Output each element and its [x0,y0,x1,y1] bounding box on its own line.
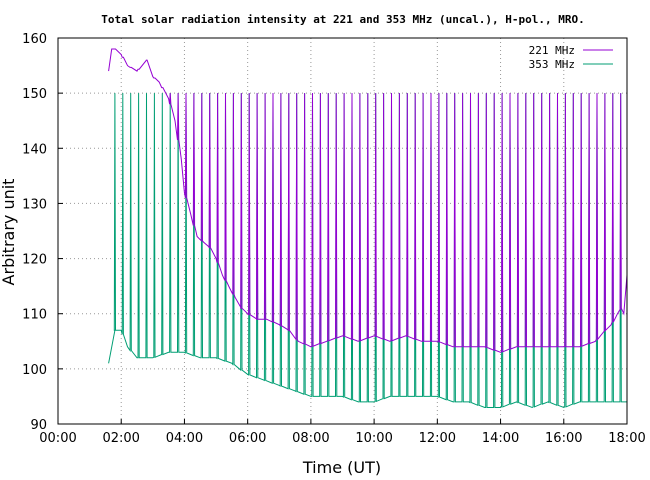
y-tick-label: 140 [22,142,47,157]
x-tick-label: 06:00 [229,431,266,446]
x-tick-label: 16:00 [545,431,582,446]
y-tick-label: 90 [30,418,47,433]
legend: 221 MHz 353 MHz [529,44,613,71]
series-line-221 [108,48,628,353]
chart-title: Total solar radiation intensity at 221 a… [101,13,584,26]
x-tick-label: 12:00 [419,431,456,446]
x-tick-label: 18:00 [608,431,645,446]
y-axis-label: Arbitrary unit [0,179,18,286]
y-tick-label: 110 [22,308,47,323]
x-tick-label: 10:00 [355,431,392,446]
x-tick-label: 00:00 [39,431,76,446]
x-ticks: 00:00 02:00 04:00 06:00 08:00 10:00 12:00 14:00… [39,419,646,446]
y-tick-label: 130 [22,197,47,212]
plot-frame [57,37,628,425]
y-ticks: 90 100 110 120 130 140 150 160 [22,32,63,433]
series-line-353 [108,93,627,409]
y-tick-label: 150 [22,87,47,102]
x-axis-label: Time (UT) [302,458,381,477]
y-tick-label: 120 [22,253,47,268]
x-tick-label: 08:00 [292,431,329,446]
series-lines [108,48,628,409]
y-tick-label: 160 [22,32,47,47]
x-tick-label: 14:00 [482,431,519,446]
legend-label-221: 221 MHz [529,44,575,57]
x-tick-label: 02:00 [102,431,139,446]
grid [58,38,627,424]
y-tick-label: 100 [22,363,47,378]
x-tick-label: 04:00 [166,431,203,446]
legend-label-353: 353 MHz [529,58,575,71]
